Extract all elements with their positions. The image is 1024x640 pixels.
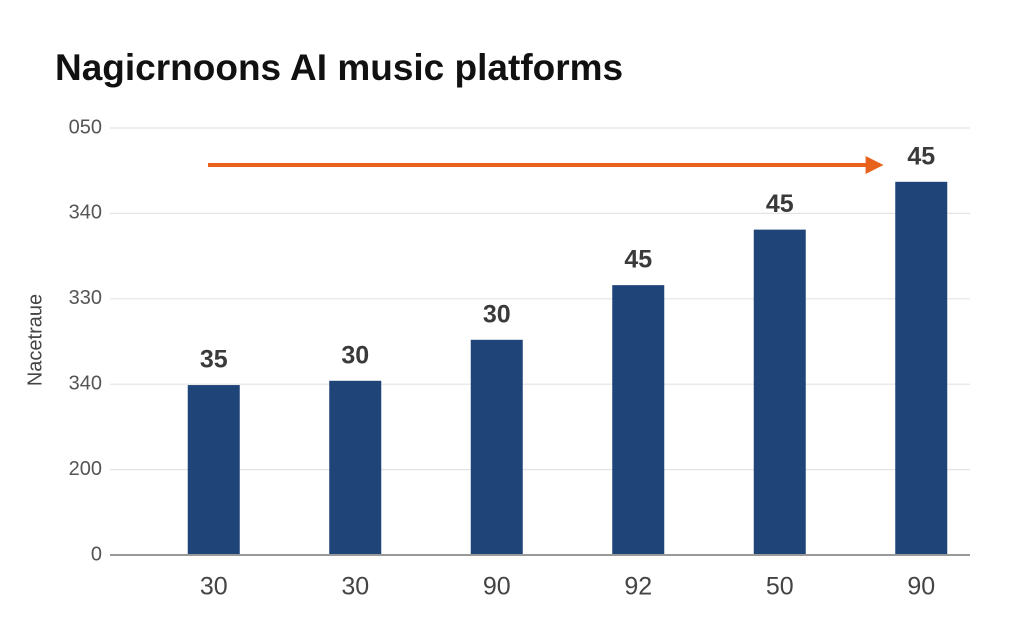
y-tick-label: 340 [69,202,102,224]
x-tick-label: 92 [624,573,652,601]
value-label: 45 [624,246,652,274]
x-tick-label: 50 [766,573,794,601]
bar [753,229,806,555]
value-label: 30 [341,341,369,369]
value-label: 45 [766,190,794,218]
y-tick-label: 340 [69,372,102,394]
x-tick-label: 30 [200,573,228,601]
y-axis-label: Nacetraue [24,294,46,386]
value-label: 45 [907,142,935,170]
bar [895,181,948,555]
x-tick-label: 30 [341,573,369,601]
x-tick-label: 90 [483,573,511,601]
x-tick-label: 90 [907,573,935,601]
bar [329,380,382,555]
value-label: 30 [483,300,511,328]
bar [612,285,665,555]
y-tick-label: 330 [69,287,102,309]
y-tick-label: 0 [91,543,102,565]
value-label: 35 [200,346,228,374]
bar [187,385,240,555]
y-tick-label: 050 [69,116,102,138]
bar [470,339,523,555]
y-tick-label: 200 [69,458,102,480]
chart-title: Nagicrnoons AI music platforms [55,47,623,88]
